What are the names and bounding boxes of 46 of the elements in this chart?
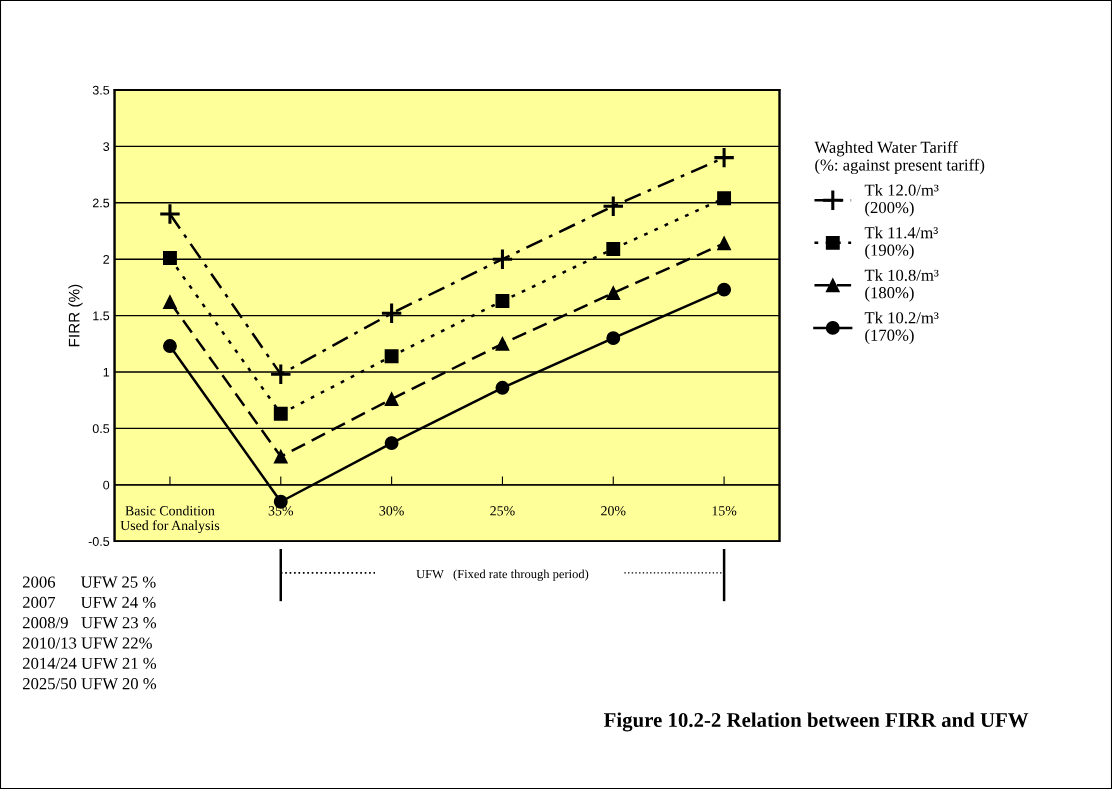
legend-title: Waghted Water Tariff (%: against present tariff) — [814, 141, 985, 175]
point — [606, 242, 621, 256]
point — [717, 236, 732, 251]
legend-label: Tk 10.2/m³ (170%) — [864, 311, 939, 345]
y-tick-label: 0.5 — [92, 424, 110, 434]
point — [158, 202, 182, 226]
point — [712, 146, 736, 169]
x-tick-label: Basic Condition Used for Analysis — [120, 505, 220, 533]
point — [602, 194, 625, 218]
point — [717, 282, 732, 297]
legend-label: Tk 10.8/m³ (180%) — [864, 269, 939, 302]
legend-label: Tk 11.4/m³ (190%) — [864, 226, 938, 260]
text: UFW (Fixed rate through period) — [416, 569, 589, 581]
x-tick-label: 30% — [379, 506, 404, 516]
y-tick-label: 3 — [103, 142, 110, 152]
text: 2006 UFW 25 % 2007 UFW 24 % 2008/9 UFW 23 % 2010/13 UFW 22% 2014/24 UFW 21 % 2025/50 UFW 20 % — [22, 576, 157, 690]
y-tick-label: 3.5 — [92, 85, 110, 95]
y-tick-label: 1.5 — [93, 311, 110, 321]
y-tick-label: 1 — [103, 367, 110, 377]
point — [384, 349, 399, 364]
point — [269, 363, 293, 386]
x-tick-label: 20% — [601, 506, 626, 516]
point — [495, 336, 510, 351]
point — [606, 331, 621, 346]
point — [495, 293, 510, 308]
point — [163, 295, 177, 310]
y-axis-title: FIRR (%) — [68, 284, 83, 347]
text: Figure 10.2-2 Relation between FIRR and UFW — [604, 712, 1029, 732]
point — [163, 339, 177, 354]
legend-label: Tk 12.0/m³ (200%) — [864, 184, 939, 217]
point — [384, 436, 399, 451]
point — [495, 380, 510, 395]
point — [380, 302, 403, 325]
y-tick-label: 2 — [103, 254, 110, 264]
x-tick-label: 25% — [490, 506, 515, 516]
y-tick-label: 2.5 — [92, 198, 110, 208]
point — [384, 392, 399, 407]
point — [273, 406, 288, 421]
y-tick-label: -0.5 — [88, 537, 110, 546]
x-tick-label: 15% — [712, 506, 737, 516]
point — [717, 191, 732, 206]
point — [491, 247, 514, 271]
point — [163, 251, 177, 266]
y-tick-label: 0 — [103, 480, 110, 490]
point — [606, 286, 621, 300]
point — [273, 449, 288, 464]
